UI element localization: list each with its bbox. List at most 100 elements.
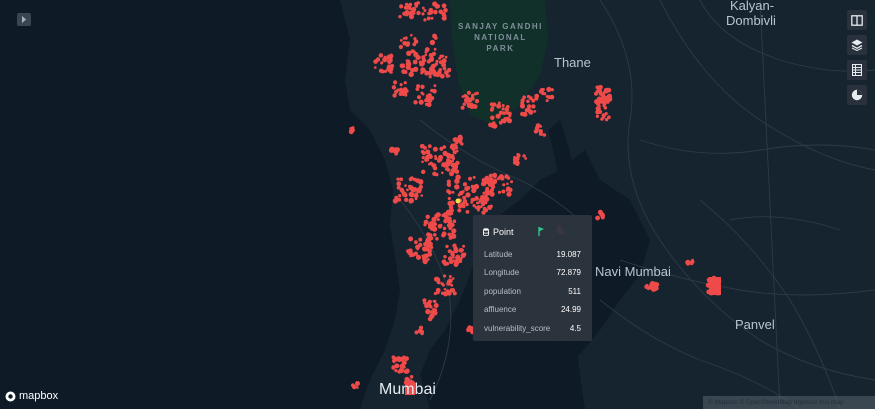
data-point[interactable] [466,326,472,332]
data-point[interactable] [457,203,463,209]
data-point[interactable] [441,259,447,265]
data-point[interactable] [506,191,512,197]
data-point[interactable] [425,149,431,155]
data-point[interactable] [531,105,535,109]
data-point[interactable] [394,89,399,94]
data-point[interactable] [393,80,398,85]
data-point[interactable] [452,137,458,143]
mapbox-logo[interactable]: mapbox [5,390,58,402]
data-point[interactable] [434,308,438,312]
data-point[interactable] [434,62,439,66]
data-point[interactable] [422,258,428,265]
data-point[interactable] [405,64,411,71]
data-point[interactable] [443,255,447,259]
data-point[interactable] [428,75,432,79]
data-point[interactable] [452,219,457,223]
data-point[interactable] [460,105,465,110]
data-point[interactable] [454,184,460,190]
data-point[interactable] [412,59,418,65]
data-point[interactable] [452,255,455,259]
data-point[interactable] [528,109,534,115]
data-point[interactable] [498,110,503,115]
data-point[interactable] [597,96,603,102]
data-point[interactable] [465,202,469,207]
data-point[interactable] [474,205,478,209]
data-point[interactable] [410,49,415,54]
data-point[interactable] [389,70,393,74]
data-point[interactable] [685,259,691,265]
data-point[interactable] [595,89,600,94]
data-point[interactable] [533,129,539,134]
data-point[interactable] [476,205,481,210]
data-point[interactable] [541,91,545,96]
data-point[interactable] [452,150,457,155]
data-point[interactable] [443,218,448,224]
data-point[interactable] [492,179,497,184]
data-point[interactable] [474,196,479,201]
data-point[interactable] [422,298,427,303]
data-point[interactable] [409,375,414,379]
data-point[interactable] [595,215,600,221]
data-point[interactable] [408,71,414,78]
data-point[interactable] [433,9,438,15]
data-point[interactable] [513,156,516,159]
data-point[interactable] [444,168,448,171]
data-point[interactable] [489,102,494,107]
data-point[interactable] [447,218,453,224]
data-point[interactable] [435,237,439,241]
data-point[interactable] [541,87,545,91]
data-point[interactable] [420,194,424,197]
data-point[interactable] [490,184,496,189]
data-point[interactable] [464,186,469,192]
data-point[interactable] [423,219,429,225]
data-point[interactable] [394,151,398,156]
data-point[interactable] [526,104,532,109]
data-point[interactable] [409,253,413,258]
data-point[interactable] [453,262,459,267]
data-point[interactable] [391,366,396,370]
data-point[interactable] [414,197,418,201]
data-point[interactable] [460,252,466,258]
data-point[interactable] [421,254,425,258]
data-point[interactable] [416,10,421,16]
data-point[interactable] [444,70,449,75]
data-point[interactable] [484,196,490,202]
data-point[interactable] [396,357,402,363]
data-point[interactable] [606,100,610,104]
data-point[interactable] [447,279,451,284]
data-point[interactable] [452,165,456,169]
data-point[interactable] [648,284,653,288]
data-point[interactable] [421,12,425,16]
data-point[interactable] [453,259,456,262]
data-point[interactable] [426,237,430,241]
data-point[interactable] [423,9,427,12]
data-point[interactable] [603,106,608,110]
data-point[interactable] [416,188,422,194]
data-point[interactable] [387,59,392,65]
data-point[interactable] [429,221,434,226]
data-point[interactable] [429,39,436,46]
data-point[interactable] [481,177,487,183]
data-point[interactable] [595,114,600,119]
data-point[interactable] [438,9,444,15]
data-point[interactable] [442,150,448,156]
data-point[interactable] [531,98,536,103]
data-point[interactable] [413,100,418,105]
data-point[interactable] [535,123,541,129]
data-point[interactable] [447,67,452,72]
data-point[interactable] [399,177,404,182]
data-point[interactable] [378,53,384,58]
data-point[interactable] [413,67,418,72]
data-point[interactable] [448,275,452,278]
data-point[interactable] [421,6,425,10]
data-point[interactable] [450,283,454,287]
data-point[interactable] [399,4,404,9]
data-point[interactable] [427,153,433,159]
data-point[interactable] [402,355,406,360]
data-point[interactable] [424,53,428,57]
data-point[interactable] [381,69,385,74]
data-point[interactable] [653,281,659,288]
data-point[interactable] [538,129,543,134]
data-point[interactable] [526,99,530,104]
data-point[interactable] [451,156,456,161]
